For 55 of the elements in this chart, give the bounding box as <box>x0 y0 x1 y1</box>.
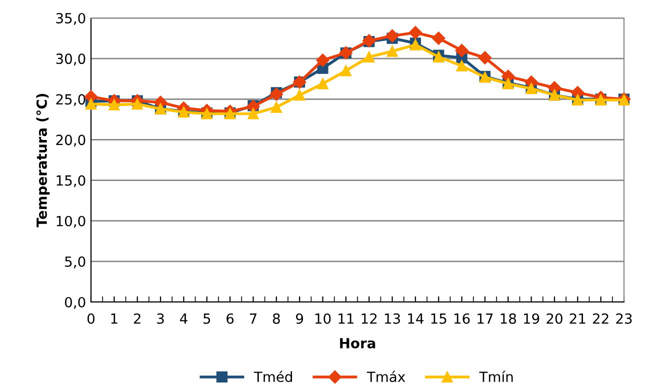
point <box>270 88 283 101</box>
point <box>316 54 330 67</box>
x-tick-label: 11 <box>338 314 354 324</box>
x-axis-title: Hora <box>340 338 376 348</box>
x-tick-label: 22 <box>593 313 608 324</box>
y-tick-label: 30,0 <box>56 54 86 66</box>
point <box>317 78 328 90</box>
x-tick-label: 0 <box>87 313 94 324</box>
y-tick-label: 5,0 <box>65 256 86 268</box>
point <box>386 46 398 57</box>
x-tick-label: 17 <box>478 314 493 324</box>
point <box>456 60 468 72</box>
point <box>132 98 143 110</box>
point <box>85 98 97 110</box>
y-tick-label: 10,0 <box>56 216 86 228</box>
y-tick-label: 35,0 <box>56 12 86 25</box>
legend-label: Tmáx <box>366 370 406 382</box>
y-tick-label: 0,0 <box>64 296 86 309</box>
point <box>432 32 446 45</box>
point <box>364 51 375 63</box>
y-tick-label: 20,0 <box>56 134 86 147</box>
y-axis-title: Temperatura (°C) <box>36 94 50 228</box>
y-tick-label: 15,0 <box>56 175 86 188</box>
point <box>340 65 352 76</box>
x-tick-label: 19 <box>524 313 540 324</box>
point <box>248 108 259 120</box>
x-tick-label: 23 <box>616 313 632 324</box>
x-tick-label: 2 <box>134 313 140 324</box>
legend-label: Tmín <box>479 370 513 382</box>
x-tick-label: 1 <box>111 314 118 324</box>
point <box>270 102 282 113</box>
x-tick-label: 13 <box>384 313 400 324</box>
x-tick-label: 10 <box>315 313 331 324</box>
point <box>478 51 492 64</box>
x-tick-label: 12 <box>362 313 377 324</box>
x-tick-label: 21 <box>570 313 586 324</box>
x-tick-label: 14 <box>408 314 424 324</box>
y-tick-label: 25,0 <box>56 94 86 106</box>
point <box>386 29 399 42</box>
point <box>455 44 468 58</box>
point <box>408 26 422 40</box>
x-tick-label: 3 <box>157 313 164 324</box>
x-tick-label: 18 <box>500 313 516 324</box>
x-tick-label: 15 <box>431 314 446 324</box>
x-tick-label: 7 <box>250 314 256 324</box>
x-tick-label: 20 <box>546 313 562 324</box>
point <box>108 99 120 110</box>
x-tick-label: 8 <box>272 313 280 324</box>
x-tick-label: 16 <box>454 313 470 324</box>
legend-label: Tméd <box>254 370 292 382</box>
x-tick-label: 5 <box>204 314 210 324</box>
x-tick-label: 9 <box>296 313 304 324</box>
x-tick-label: 4 <box>180 314 188 324</box>
point <box>294 90 306 101</box>
x-tick-label: 6 <box>226 313 234 324</box>
